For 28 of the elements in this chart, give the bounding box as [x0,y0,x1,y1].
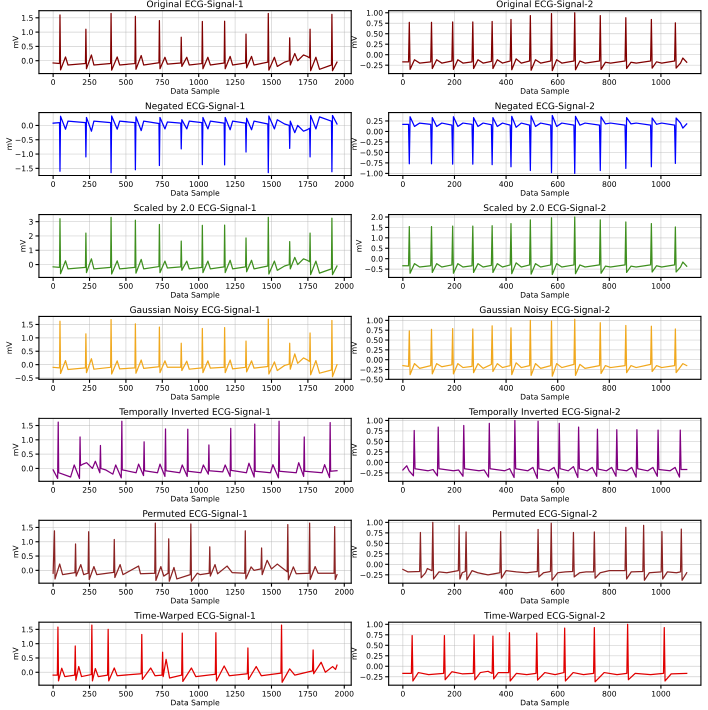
line-series [402,318,688,377]
line-series [52,522,338,582]
chart-title: Negated ECG-Signal-2 [496,102,594,111]
chart-title: Time-Warped ECG-Signal-2 [484,612,605,621]
chart-title: Original ECG-Signal-1 [146,0,243,10]
line-series [402,420,688,479]
chart-title: Permuted ECG-Signal-1 [143,510,247,519]
chart-title: Temporally Inverted ECG-Signal-1 [119,408,270,417]
line-series [52,12,338,72]
line-series [52,624,338,683]
chart-title: Scaled by 2.0 ECG-Signal-2 [484,204,606,213]
chart-title: Original ECG-Signal-2 [496,0,592,10]
line-series [402,624,688,682]
chart-title: Time-Warped ECG-Signal-1 [134,612,255,621]
line-series [402,216,688,276]
chart-title: Scaled by 2.0 ECG-Signal-1 [134,204,256,213]
chart-title: Gaussian Noisy ECG-Signal-2 [480,306,610,315]
line-series [402,114,688,174]
chart-title: Negated ECG-Signal-1 [146,102,244,111]
chart-title: Gaussian Noisy ECG-Signal-1 [130,306,260,315]
line-series [402,522,688,581]
line-series [52,420,338,480]
chart-title: Permuted ECG-Signal-2 [492,510,597,519]
line-series [52,114,338,174]
chart-title: Temporally Inverted ECG-Signal-2 [468,408,620,417]
line-series [402,12,688,72]
line-series [52,318,338,378]
line-series [52,216,338,276]
